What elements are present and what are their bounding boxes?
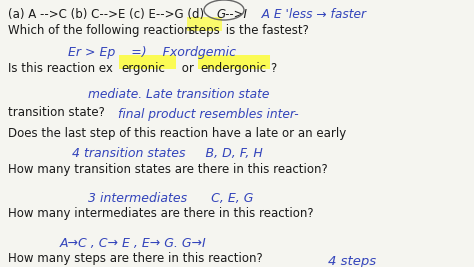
Text: A E 'less → faster: A E 'less → faster [250,8,366,21]
Text: ergonic: ergonic [121,62,165,75]
Text: ?: ? [270,62,276,75]
Text: endergonic: endergonic [200,62,266,75]
Text: Er > Ep    =)    Fxordgemic: Er > Ep =) Fxordgemic [68,46,236,59]
Text: or: or [178,62,198,75]
Text: 4 transition states     B, D, F, H: 4 transition states B, D, F, H [72,147,263,160]
Text: final product resembles inter-: final product resembles inter- [118,108,299,121]
Text: Which of the following reaction: Which of the following reaction [8,24,195,37]
Text: steps: steps [188,24,220,37]
Text: Is this reaction ex: Is this reaction ex [8,62,113,75]
Text: 4 steps: 4 steps [328,255,376,267]
FancyBboxPatch shape [187,17,222,31]
FancyBboxPatch shape [119,55,176,69]
Text: How many transition states are there in this reaction?: How many transition states are there in … [8,163,328,176]
Text: G-->I: G-->I [216,8,247,21]
Text: (a) A -->C (b) C-->E (c) E-->G (d): (a) A -->C (b) C-->E (c) E-->G (d) [8,8,204,21]
Text: transition state?: transition state? [8,106,105,119]
Text: is the fastest?: is the fastest? [222,24,309,37]
Text: How many steps are there in this reaction?: How many steps are there in this reactio… [8,252,263,265]
Text: A→C , C→ E , E→ G. G→I: A→C , C→ E , E→ G. G→I [60,237,207,250]
Text: How many intermediates are there in this reaction?: How many intermediates are there in this… [8,207,314,220]
Text: Does the last step of this reaction have a late or an early: Does the last step of this reaction have… [8,127,346,140]
Text: mediate. Late transition state: mediate. Late transition state [88,88,269,101]
Text: 3 intermediates      C, E, G: 3 intermediates C, E, G [88,192,254,205]
FancyBboxPatch shape [198,55,270,69]
